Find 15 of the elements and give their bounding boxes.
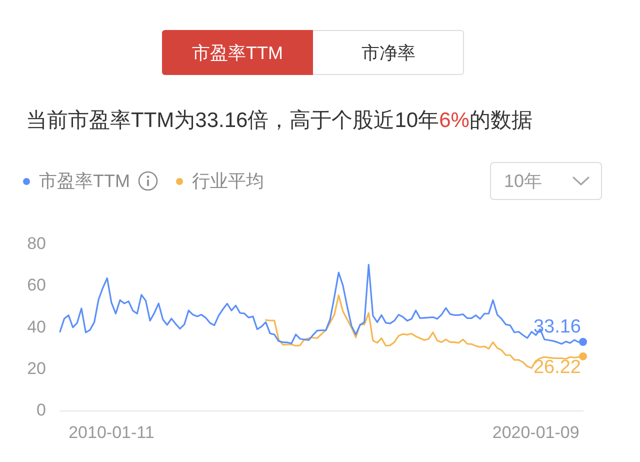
x-tick-label: 2020-01-09 — [492, 422, 580, 442]
text: 市盈率TTM — [192, 42, 283, 64]
dropdown-field: 10年 — [490, 162, 602, 200]
data-label: 26.22 — [533, 357, 581, 378]
legend-label: 行业平均 — [192, 170, 264, 192]
y-tick-label: 20 — [27, 358, 46, 378]
legend-label: 市盈率TTM — [39, 170, 130, 192]
data-label: 33.16 — [533, 316, 581, 338]
text: 市净率 — [362, 42, 416, 64]
y-tick-label: 60 — [27, 276, 46, 295]
y-tick-label: 0 — [36, 400, 46, 420]
y-tick-label: 80 — [27, 234, 46, 253]
chart-title: 当前市盈率TTM为33.16倍，高于个股近10年6%的数据 — [26, 109, 532, 132]
y-tick-label: 40 — [27, 317, 46, 336]
x-tick-label: 2010-01-11 — [68, 422, 154, 442]
